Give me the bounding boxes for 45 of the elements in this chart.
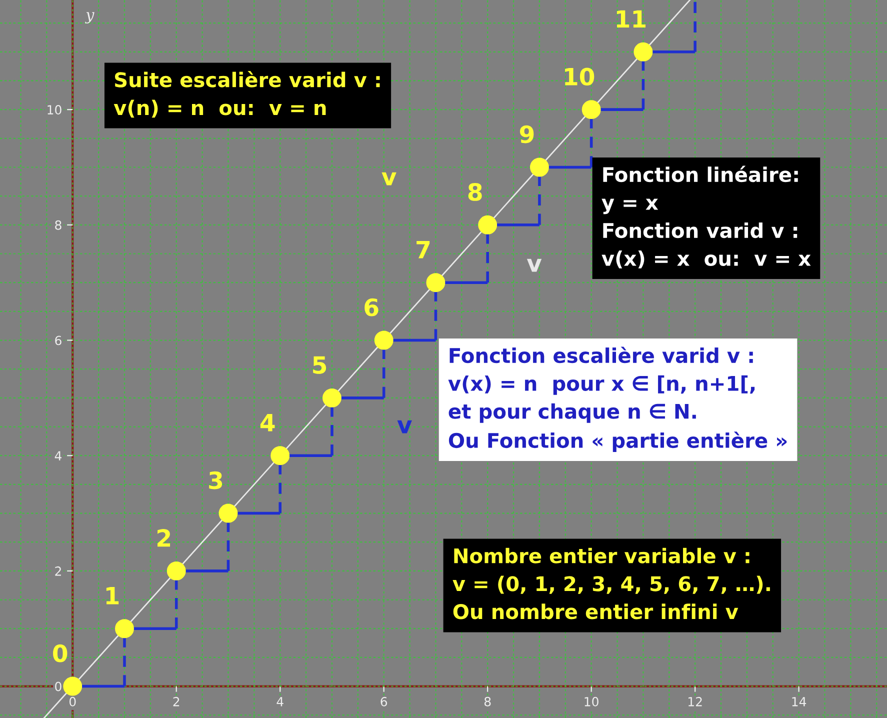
point: [270, 446, 290, 466]
point: [374, 330, 394, 350]
y-tick-label: 6: [55, 336, 62, 346]
y-tick-label: 10: [48, 105, 62, 114]
point: [426, 273, 446, 292]
point: [166, 561, 186, 580]
x-tick-label: 0: [69, 696, 76, 706]
data-label: 9: [520, 125, 534, 144]
y-tick-label: 4: [54, 451, 62, 460]
x-tick-label: 10: [584, 696, 598, 706]
x-tick-label: 6: [380, 696, 388, 706]
series-label: v: [397, 420, 412, 434]
text: v: [526, 258, 542, 272]
annotation: Fonction escalière varid v : v(x) = n pour x ∈ [n, n+1[, et pour chaque n ∈ N. Ou Fonction « partie entière »: [448, 346, 787, 452]
point: [478, 215, 498, 234]
y-tick-label: 8: [55, 220, 62, 230]
data-label: 8: [468, 183, 482, 201]
text: v: [382, 172, 396, 186]
point: [530, 158, 549, 177]
point: [115, 619, 134, 638]
annotation: Fonction linéaire: y = x Fonction varid v : v(x) = x ou: v = x: [602, 166, 811, 268]
point: [218, 504, 238, 523]
x-tick-label: 14: [792, 697, 806, 706]
y-axis-title: y: [85, 12, 94, 24]
x-tick-label: 2: [173, 696, 180, 706]
x-tick-label: 4: [276, 697, 284, 706]
data-label: 10: [565, 68, 594, 86]
y-tick-label: 2: [55, 566, 61, 576]
data-label: 2: [158, 529, 170, 547]
data-label: 3: [209, 471, 222, 490]
data-label: 1: [106, 587, 119, 604]
point: [634, 42, 653, 62]
data-label: 5: [313, 356, 326, 374]
point: [63, 676, 82, 696]
data-label: 4: [260, 414, 275, 432]
y-tick-label: 0: [55, 682, 62, 692]
data-label: 11: [616, 10, 646, 28]
x-tick-label: 8: [484, 696, 491, 706]
point: [322, 388, 342, 408]
annotation: Nombre entier variable v : v = (0, 1, 2, 3, 4, 5, 6, 7, …). Ou nombre entier infini v: [452, 548, 770, 620]
annotation: Suite escalière varid v : v(n) = n ou: v = n: [114, 70, 380, 118]
x-tick-label: 12: [688, 696, 702, 706]
point: [582, 100, 601, 120]
data-label: 6: [364, 298, 378, 316]
data-label: 7: [416, 241, 430, 258]
